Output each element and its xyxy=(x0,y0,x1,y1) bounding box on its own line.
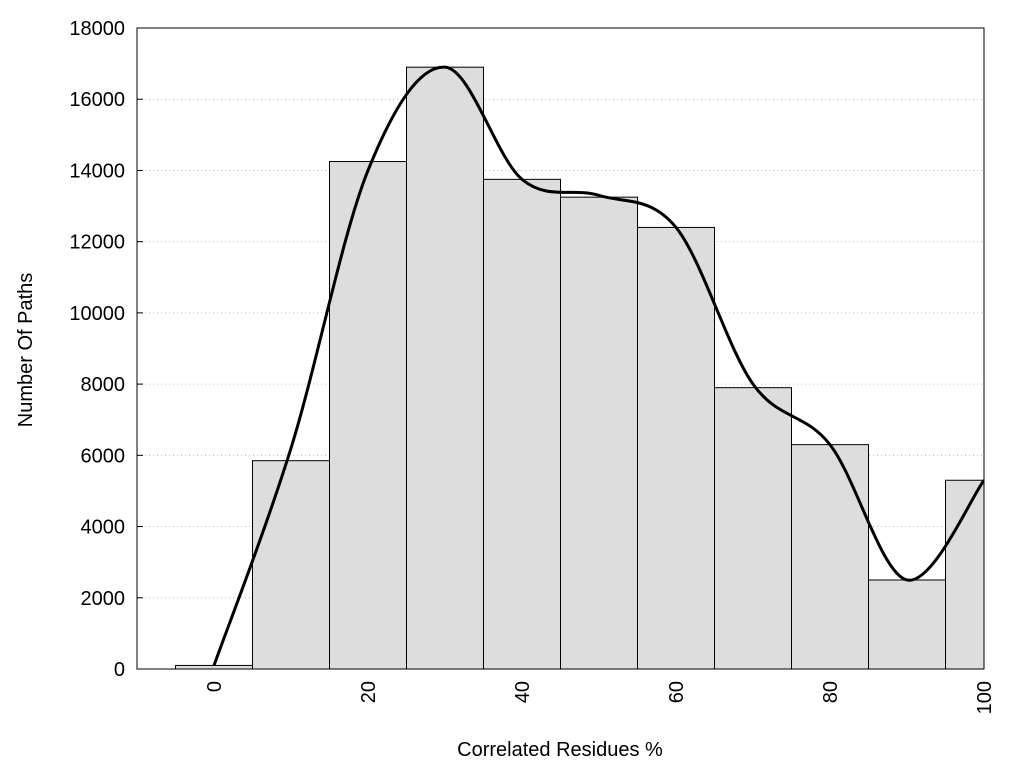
bar xyxy=(252,460,330,669)
y-axis-label: Number Of Paths xyxy=(15,273,37,428)
y-tick-label: 6000 xyxy=(81,445,126,467)
bar xyxy=(791,444,869,669)
density-line xyxy=(212,65,984,666)
x-axis-label: Correlated Residues % xyxy=(457,739,663,761)
bars xyxy=(175,65,984,669)
bar xyxy=(560,196,638,669)
x-tick-label: 100 xyxy=(974,681,996,714)
y-tick-label: 8000 xyxy=(81,374,126,396)
y-tick-label: 4000 xyxy=(81,517,126,539)
y-tick-label: 10000 xyxy=(69,303,125,325)
bar xyxy=(406,66,484,669)
x-tick-label: 20 xyxy=(358,681,380,703)
bar xyxy=(637,226,715,669)
bar xyxy=(175,664,253,669)
y-tick-label: 12000 xyxy=(69,232,125,254)
x-tick-label: 60 xyxy=(666,681,688,703)
x-tick-label: 40 xyxy=(512,681,534,703)
x-tick-label: 0 xyxy=(204,681,226,692)
y-tick-label: 18000 xyxy=(69,18,125,40)
y-tick-label: 0 xyxy=(114,659,125,681)
bar xyxy=(868,579,946,669)
y-tick-label: 16000 xyxy=(69,89,125,111)
plot-frame xyxy=(136,27,985,670)
bar xyxy=(483,178,561,669)
bar xyxy=(714,387,792,669)
y-tick-label: 2000 xyxy=(81,588,126,610)
bar xyxy=(329,161,407,669)
x-tick-label: 80 xyxy=(820,681,842,703)
y-tick-label: 14000 xyxy=(69,160,125,182)
